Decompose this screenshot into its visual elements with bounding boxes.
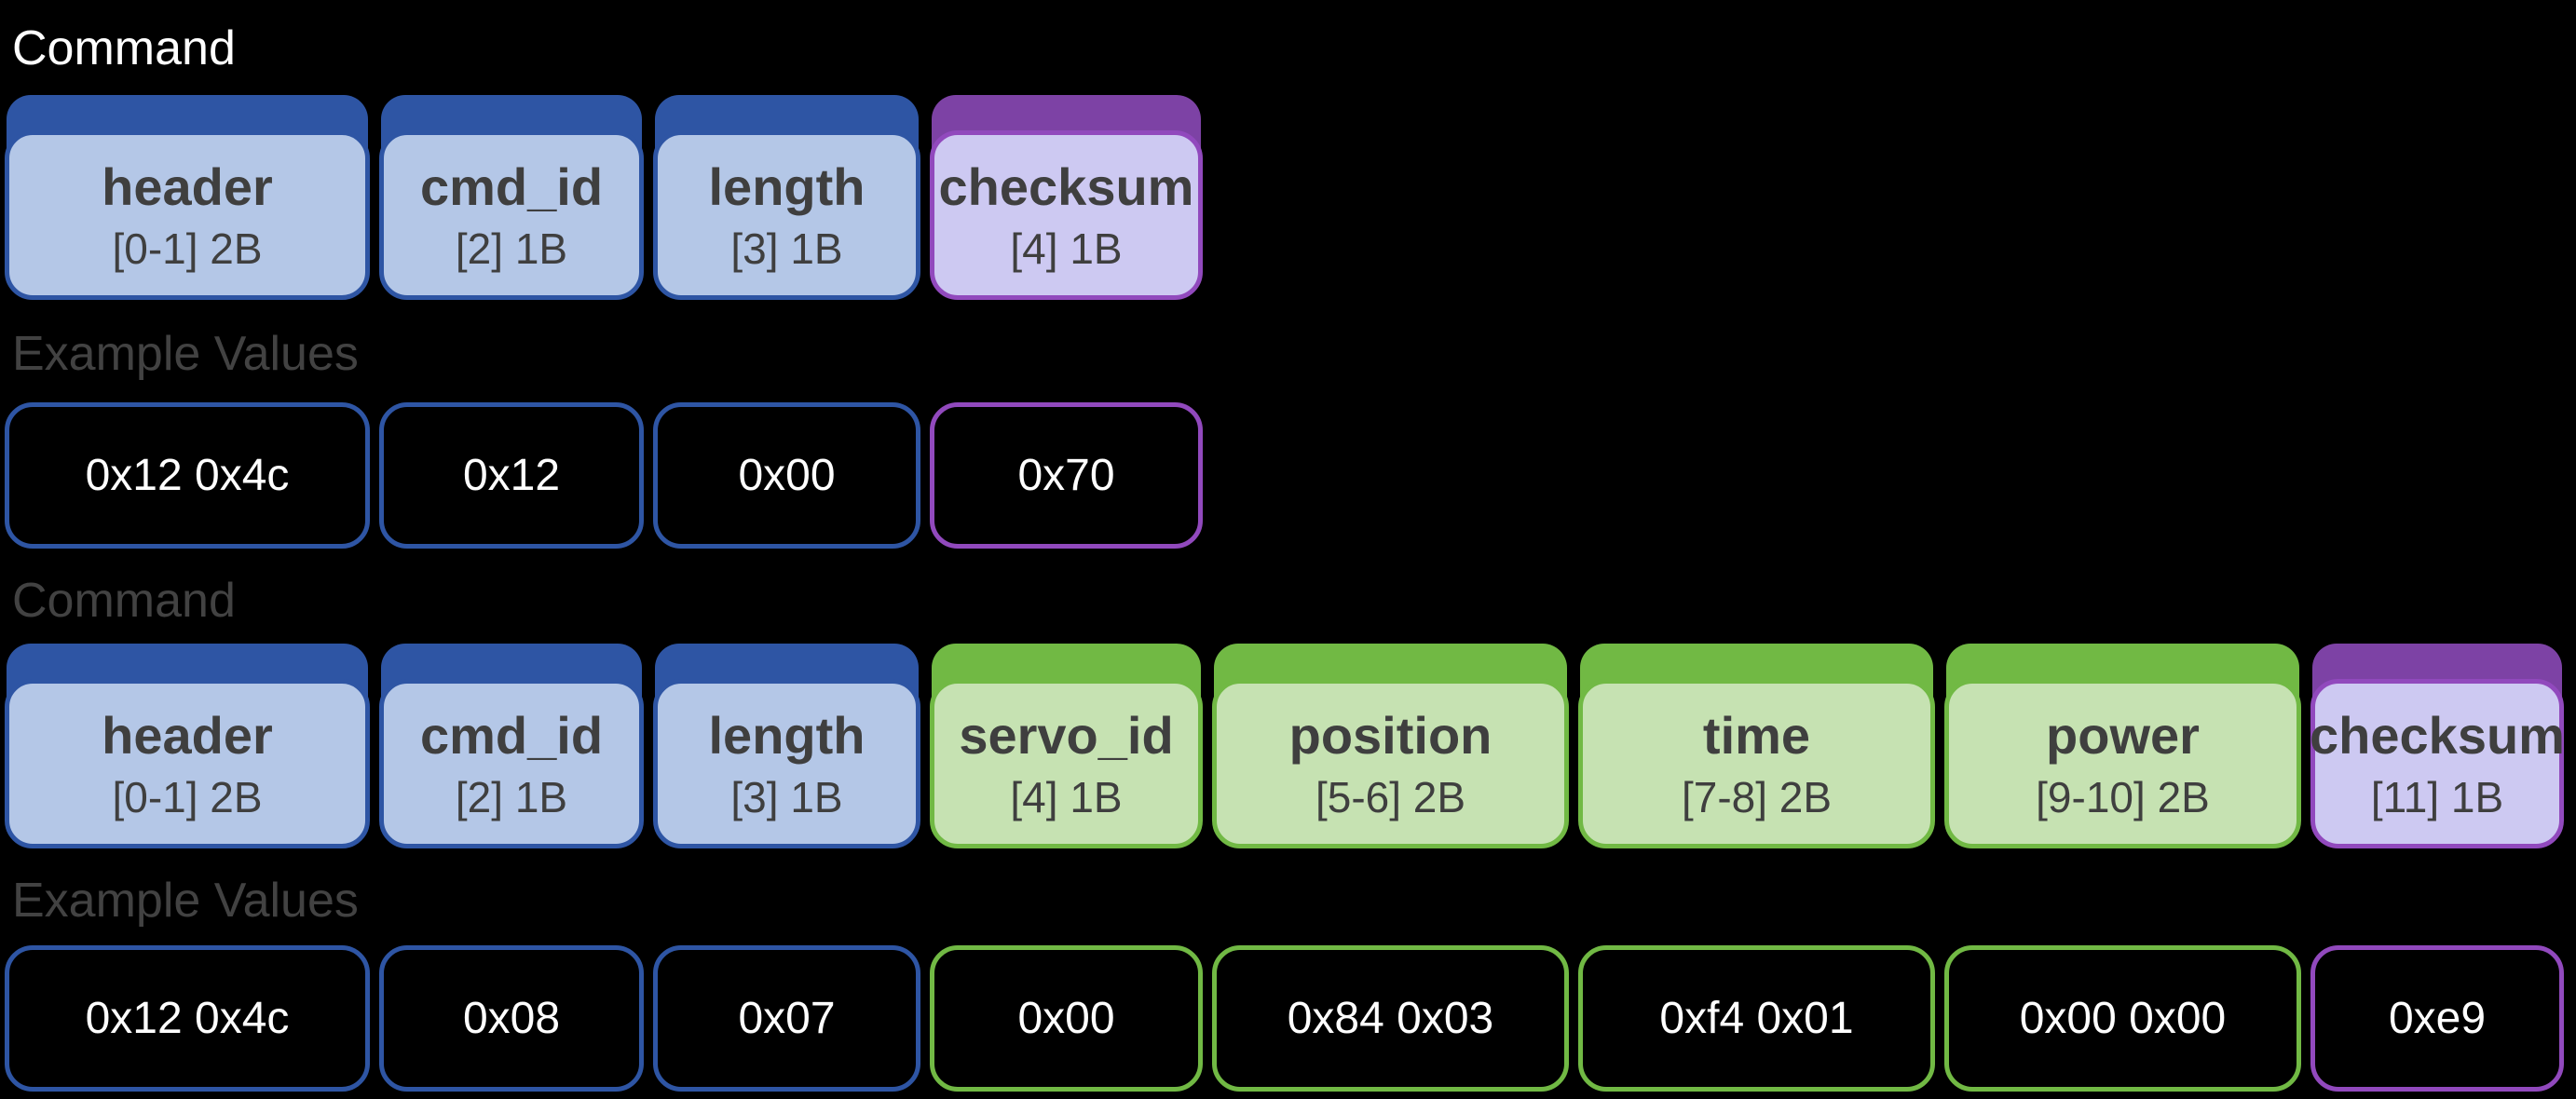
field-body: checksum [11] 1B (2310, 679, 2565, 848)
value-box-header: 0x12 0x4c (5, 402, 370, 549)
field-box-time: time [7-8] 2B (1578, 644, 1935, 848)
field-name: cmd_id (419, 705, 604, 765)
field-box-length: length [3] 1B (653, 644, 920, 848)
field-bytes: [3] 1B (730, 772, 843, 821)
field-bytes: [5-6] 2B (1315, 772, 1466, 821)
example-value-row: 0x12 0x4c 0x08 0x07 0x00 0x84 0x03 0xf4 … (5, 945, 2576, 1092)
value-box-power: 0x00 0x00 (1944, 945, 2301, 1092)
field-box-position: position [5-6] 2B (1212, 644, 1569, 848)
field-name: header (102, 156, 273, 216)
example-values-label: Example Values (12, 874, 359, 928)
field-body: header [0-1] 2B (5, 130, 370, 300)
field-box-power: power [9-10] 2B (1944, 644, 2301, 848)
field-name: checksum (2310, 705, 2565, 765)
field-row: header [0-1] 2B cmd_id [2] 1B length [3]… (5, 95, 2576, 300)
field-body: time [7-8] 2B (1578, 679, 1935, 848)
field-box-checksum: checksum [11] 1B (2310, 644, 2565, 848)
field-box-servo-id: servo_id [4] 1B (930, 644, 1203, 848)
field-bytes: [3] 1B (730, 224, 843, 273)
field-bytes: [11] 1B (2370, 772, 2504, 821)
value-box-checksum: 0xe9 (2310, 945, 2564, 1092)
field-body: header [0-1] 2B (5, 679, 370, 848)
field-body: checksum [4] 1B (930, 130, 1203, 300)
field-body: position [5-6] 2B (1212, 679, 1569, 848)
field-row: header [0-1] 2B cmd_id [2] 1B length [3]… (5, 644, 2576, 848)
field-name: checksum (938, 156, 1194, 216)
value-box-time: 0xf4 0x01 (1578, 945, 1935, 1092)
example-values-label: Example Values (12, 327, 359, 381)
field-bytes: [4] 1B (1010, 224, 1123, 273)
value-box-position: 0x84 0x03 (1212, 945, 1569, 1092)
field-bytes: [2] 1B (455, 772, 568, 821)
field-name: time (1702, 705, 1811, 765)
field-bytes: [9-10] 2B (2036, 772, 2210, 821)
section-command-full: Command header [0-1] 2B cmd_id [2] 1B (5, 575, 2576, 1092)
example-value-row: 0x12 0x4c 0x12 0x00 0x70 (5, 402, 2576, 549)
field-box-checksum: checksum [4] 1B (930, 95, 1203, 300)
field-box-header: header [0-1] 2B (5, 644, 370, 848)
field-name: position (1288, 705, 1492, 765)
section-title: Command (12, 21, 236, 75)
field-name: length (708, 705, 865, 765)
field-name: cmd_id (419, 156, 604, 216)
field-name: length (708, 156, 865, 216)
field-box-length: length [3] 1B (653, 95, 920, 300)
value-box-servo-id: 0x00 (930, 945, 1203, 1092)
field-body: power [9-10] 2B (1944, 679, 2301, 848)
value-box-cmd-id: 0x12 (379, 402, 644, 549)
field-bytes: [0-1] 2B (112, 772, 263, 821)
value-box-length: 0x00 (653, 402, 920, 549)
field-body: cmd_id [2] 1B (379, 130, 644, 300)
field-body: length [3] 1B (653, 130, 920, 300)
field-body: length [3] 1B (653, 679, 920, 848)
field-name: header (102, 705, 273, 765)
field-name: power (2046, 705, 2200, 765)
value-box-checksum: 0x70 (930, 402, 1203, 549)
field-bytes: [4] 1B (1010, 772, 1123, 821)
field-bytes: [7-8] 2B (1681, 772, 1833, 821)
value-box-length: 0x07 (653, 945, 920, 1092)
field-box-header: header [0-1] 2B (5, 95, 370, 300)
value-box-cmd-id: 0x08 (379, 945, 644, 1092)
field-bytes: [2] 1B (455, 224, 568, 273)
value-box-header: 0x12 0x4c (5, 945, 370, 1092)
field-box-cmd-id: cmd_id [2] 1B (379, 95, 644, 300)
field-body: cmd_id [2] 1B (379, 679, 644, 848)
section-command-short: Command header [0-1] 2B cmd_id [2] 1B (5, 22, 2576, 549)
field-box-cmd-id: cmd_id [2] 1B (379, 644, 644, 848)
field-name: servo_id (959, 705, 1174, 765)
field-body: servo_id [4] 1B (930, 679, 1203, 848)
section-title: Command (12, 574, 236, 628)
field-bytes: [0-1] 2B (112, 224, 263, 273)
